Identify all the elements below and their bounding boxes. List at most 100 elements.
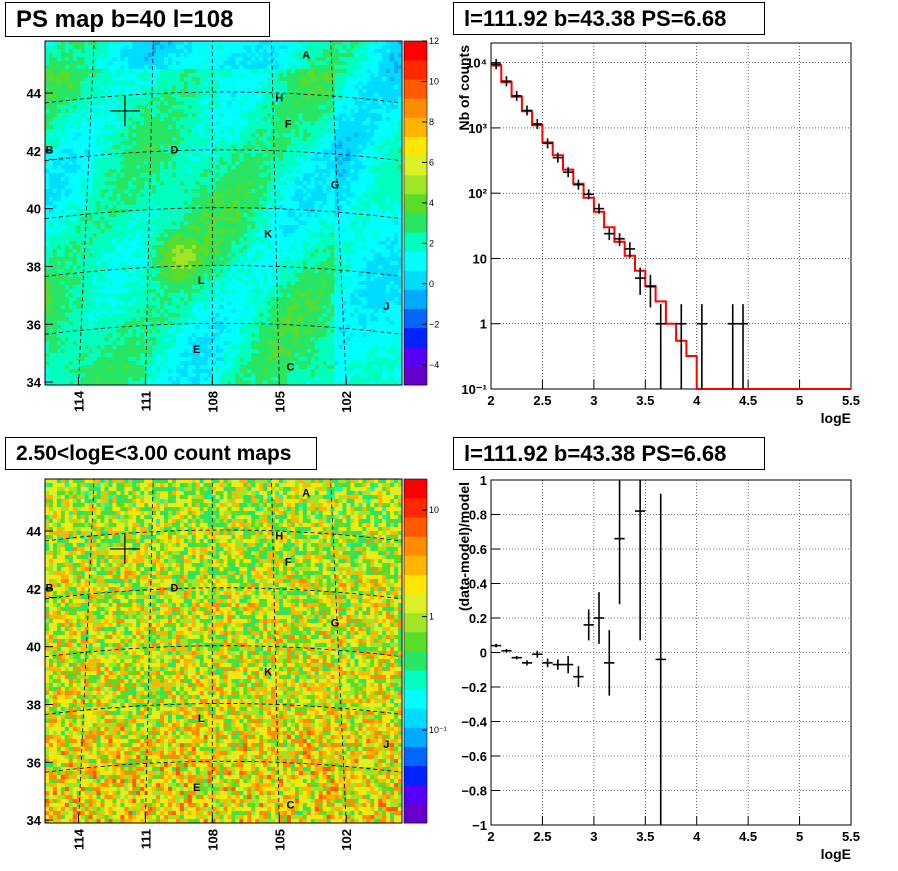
sky-map-pixel <box>175 61 181 66</box>
sky-map-pixel <box>199 149 204 154</box>
sky-map-pixel <box>148 261 153 266</box>
sky-map-pixel <box>56 221 62 226</box>
sky-map-pixel <box>72 225 78 230</box>
sky-map-pixel <box>247 97 252 102</box>
sky-map-pixel <box>326 257 331 262</box>
sky-map-pixel <box>108 197 113 202</box>
sky-map-pixel <box>88 65 93 70</box>
sky-map-pixel <box>148 121 153 126</box>
sky-map-pixel <box>283 113 288 118</box>
sky-map-pixel <box>60 77 66 82</box>
sky-map-pixel <box>183 93 189 98</box>
sky-map-pixel <box>45 193 50 198</box>
sky-map-pixel <box>156 165 161 170</box>
sky-map-pixel <box>191 197 197 202</box>
sky-map-pixel <box>104 125 109 130</box>
sky-map-pixel <box>263 137 268 142</box>
sky-map-pixel <box>211 69 216 74</box>
sky-map-pixel <box>318 153 323 158</box>
sky-map-pixel <box>152 73 157 78</box>
sky-map-pixel <box>271 81 276 86</box>
sky-map-pixel <box>92 93 97 98</box>
sky-map-pixel <box>275 161 280 166</box>
sky-map-pixel <box>338 41 343 46</box>
sky-map-pixel <box>160 109 165 114</box>
sky-map-pixel <box>140 121 145 126</box>
sky-map-pixel <box>318 249 323 254</box>
sky-map-pixel <box>259 173 264 178</box>
sky-map-pixel <box>302 101 308 106</box>
sky-map-pixel <box>112 53 117 58</box>
sky-map-pixel <box>259 217 264 222</box>
sky-map-pixel <box>183 205 189 210</box>
sky-map-pixel <box>362 217 367 222</box>
sky-map-pixel <box>175 217 181 222</box>
sky-map-pixel <box>203 209 208 214</box>
sky-map-pixel <box>179 245 185 250</box>
sky-map-pixel <box>223 193 228 198</box>
sky-map-pixel <box>318 165 323 170</box>
sky-map-pixel <box>275 45 280 50</box>
sky-map-pixel <box>263 65 268 70</box>
sky-map-pixel <box>390 133 395 138</box>
sky-map-pixel <box>187 125 193 130</box>
sky-map-pixel <box>124 177 129 182</box>
sky-map-pixel <box>215 89 220 94</box>
sky-map-pixel <box>267 57 272 62</box>
sky-map-pixel <box>346 161 351 166</box>
sky-map-pixel <box>370 245 375 250</box>
sky-map-pixel <box>140 81 145 86</box>
sky-map-pixel <box>306 125 312 130</box>
sky-map-pixel <box>76 69 81 74</box>
sky-map-pixel <box>223 113 228 118</box>
sky-map-pixel <box>298 121 304 126</box>
sky-map-pixel <box>302 173 308 178</box>
sky-map-pixel <box>76 233 81 238</box>
sky-map-pixel <box>203 85 208 90</box>
sky-map-pixel <box>140 125 145 130</box>
sky-map-pixel <box>160 105 165 110</box>
sky-map-pixel <box>350 133 355 138</box>
sky-map-pixel <box>390 85 395 90</box>
sky-map-pixel <box>136 189 141 194</box>
sky-map-pixel <box>394 137 399 142</box>
sky-map-pixel <box>167 93 173 98</box>
sky-map-pixel <box>279 189 284 194</box>
sky-map-pixel <box>56 181 62 186</box>
sky-map-pixel <box>108 137 113 142</box>
sky-map-pixel <box>45 89 50 94</box>
sky-map-pixel <box>263 257 268 262</box>
sky-map-pixel <box>322 177 327 182</box>
sky-map-pixel <box>247 133 252 138</box>
sky-map-pixel <box>144 205 149 210</box>
sky-map-pixel <box>144 153 149 158</box>
sky-map-pixel <box>140 161 145 166</box>
sky-map-pixel <box>60 73 66 78</box>
sky-map-pixel <box>386 161 391 166</box>
sky-map-pixel <box>394 245 399 250</box>
sky-map-pixel <box>132 165 137 170</box>
sky-map-pixel <box>100 93 105 98</box>
sky-map-pixel <box>247 253 252 258</box>
sky-map-pixel <box>92 133 97 138</box>
sky-map-pixel <box>346 141 351 146</box>
sky-map-pixel <box>211 85 216 90</box>
sky-map-pixel <box>243 253 248 258</box>
sky-map-pixel <box>346 209 351 214</box>
sky-map-pixel <box>199 89 204 94</box>
sky-map-pixel <box>306 133 312 138</box>
sky-map-pixel <box>88 105 93 110</box>
sky-map-pixel <box>167 261 173 266</box>
sky-map-pixel <box>334 149 339 154</box>
sky-map-pixel <box>108 89 113 94</box>
sky-map-pixel <box>394 145 399 150</box>
sky-map-pixel <box>390 57 395 62</box>
sky-map-pixel <box>179 109 185 114</box>
sky-map-pixel <box>160 225 165 230</box>
sky-map-pixel <box>267 157 272 162</box>
sky-map-pixel <box>322 85 327 90</box>
sky-map-pixel <box>251 161 256 166</box>
sky-map-pixel <box>314 229 319 234</box>
sky-map-pixel <box>263 217 268 222</box>
sky-map-pixel <box>52 145 58 150</box>
